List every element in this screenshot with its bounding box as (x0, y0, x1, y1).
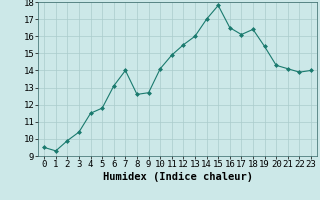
X-axis label: Humidex (Indice chaleur): Humidex (Indice chaleur) (103, 172, 252, 182)
